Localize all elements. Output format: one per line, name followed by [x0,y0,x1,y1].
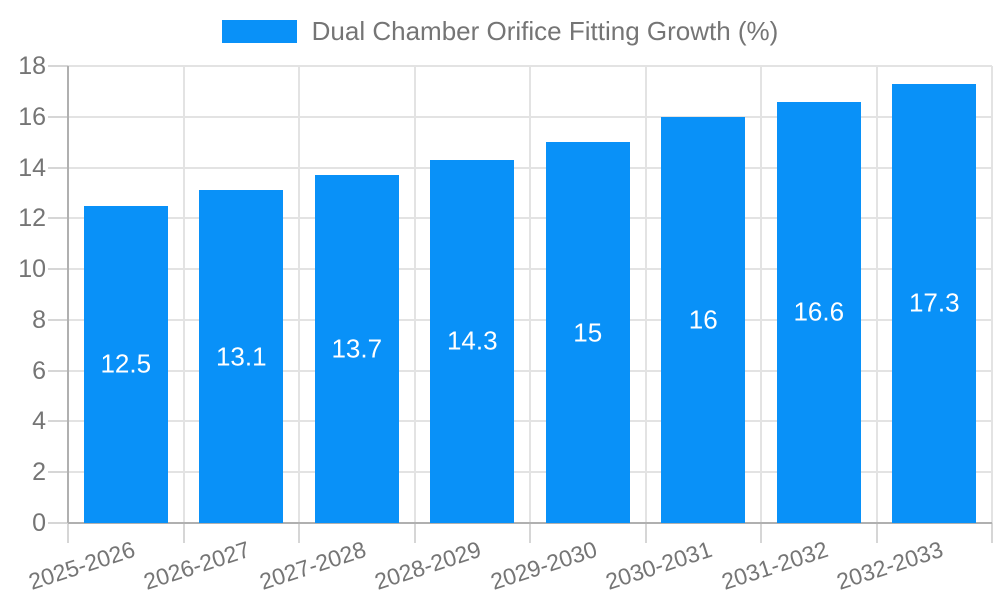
y-axis-label: 2 [32,458,46,486]
bar-value-label: 12.5 [100,348,152,379]
y-axis-tick [48,268,68,270]
y-axis-label: 10 [18,255,46,283]
y-axis-label: 16 [18,103,46,131]
x-gridline [991,66,993,523]
bar-value-label: 16.6 [793,296,845,327]
y-axis-label: 6 [32,357,46,385]
x-axis-label: 2025-2026 [25,536,138,595]
x-axis-label: 2030-2031 [602,536,716,595]
bar[interactable] [83,205,168,523]
bar-value-label: 13.1 [215,341,267,372]
bar-value-label: 14.3 [446,325,498,356]
x-gridline [529,66,531,523]
bar-value-label: 16 [688,304,718,335]
x-axis-tick [529,523,531,543]
x-gridline [760,66,762,523]
y-axis-tick [48,420,68,422]
bar-value-label: 15 [573,317,603,348]
x-gridline [645,66,647,523]
y-axis-tick [48,370,68,372]
x-axis-line [68,522,992,524]
bar[interactable] [199,190,284,523]
bar-value-label: 17.3 [908,287,960,318]
x-gridline [183,66,185,523]
y-axis-label: 12 [18,204,46,232]
y-axis-tick [48,167,68,169]
bar[interactable] [776,101,861,523]
bar[interactable] [314,175,399,523]
bar[interactable] [661,116,746,523]
x-axis-tick [876,523,878,543]
x-axis-tick [645,523,647,543]
y-axis-line [67,66,69,523]
x-axis-tick [67,523,69,543]
x-axis-label: 2031-2032 [718,536,831,595]
x-axis-label: 2029-2030 [487,536,600,595]
x-gridline [414,66,416,523]
y-axis-tick [48,65,68,67]
y-axis-label: 0 [32,509,46,537]
x-axis-label: 2027-2028 [256,536,369,595]
x-gridline [876,66,878,523]
bar[interactable] [430,159,515,523]
y-axis-tick [48,522,68,524]
bar[interactable] [545,142,630,523]
y-axis-label: 4 [32,407,46,435]
x-axis-tick [298,523,300,543]
bar[interactable] [892,83,977,523]
x-axis-label: 2026-2027 [140,536,254,595]
y-axis-tick [48,217,68,219]
legend-label: Dual Chamber Orifice Fitting Growth (%) [311,16,779,46]
x-axis-tick [414,523,416,543]
x-gridline [298,66,300,523]
x-axis-label: 2028-2029 [371,536,485,595]
y-axis-label: 8 [32,306,46,334]
x-axis-tick [991,523,993,543]
x-axis-tick [760,523,762,543]
bar-value-label: 13.7 [331,333,383,364]
y-axis-tick [48,116,68,118]
y-axis-tick [48,471,68,473]
legend[interactable]: Dual Chamber Orifice Fitting Growth (%) [0,17,1000,45]
legend-swatch-icon [221,19,297,43]
y-axis-label: 18 [18,52,46,80]
y-axis-label: 14 [18,154,46,182]
y-axis-tick [48,319,68,321]
x-axis-label: 2032-2033 [833,536,947,595]
x-axis-tick [183,523,185,543]
